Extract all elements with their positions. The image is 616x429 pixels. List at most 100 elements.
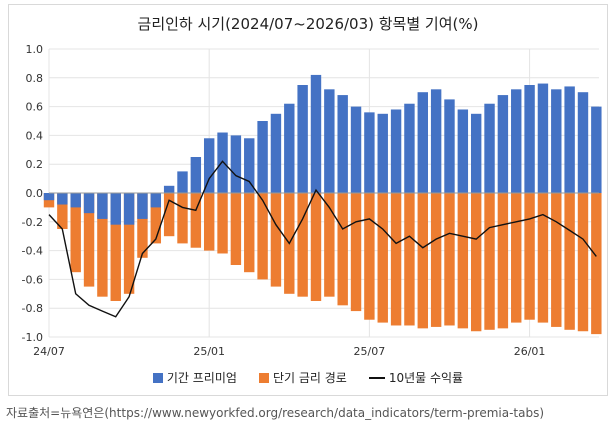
bar-short-rate-path: [390, 193, 402, 326]
bar-short-rate-path: [297, 193, 308, 297]
bar-short-rate-path: [524, 193, 535, 320]
bar-term-premium: [350, 106, 362, 193]
bar-short-rate-path: [217, 193, 228, 254]
bar-short-rate-path: [404, 193, 415, 326]
bar-term-premium: [70, 193, 81, 208]
bar-short-rate-path: [430, 193, 442, 327]
bar-short-rate-path: [163, 193, 175, 237]
bar-term-premium: [57, 193, 68, 205]
bar-short-rate-path: [511, 193, 522, 323]
legend-swatch-term-premium: [152, 372, 163, 383]
bar-short-rate-path: [57, 193, 68, 229]
source-note: 자료출처=뉴욕연은(https://www.newyorkfed.org/res…: [6, 406, 545, 420]
bar-short-rate-path: [203, 193, 215, 251]
bar-term-premium: [551, 89, 562, 193]
bar-short-rate-path: [551, 193, 562, 327]
bar-term-premium: [137, 193, 148, 219]
bar-short-rate-path: [337, 193, 348, 306]
bar-short-rate-path: [364, 193, 375, 320]
bar-term-premium: [190, 157, 202, 193]
bar-short-rate-path: [230, 193, 242, 265]
bar-short-rate-path: [470, 193, 482, 332]
bar-term-premium: [457, 109, 469, 193]
x-tick-label: 24/07: [33, 345, 65, 358]
bar-term-premium: [230, 135, 242, 193]
bar-short-rate-path: [150, 193, 162, 244]
chart-frame: 금리인하 시기(2024/07~2026/03) 항목별 기여(%) 1.0 0.…: [8, 4, 608, 396]
y-tick-label: 0.0: [26, 187, 44, 200]
bar-short-rate-path: [497, 193, 509, 329]
bar-term-premium: [177, 171, 188, 193]
bar-short-rate-path: [244, 193, 255, 273]
bar-short-rate-path: [137, 193, 148, 258]
bar-term-premium: [337, 95, 348, 193]
bar-term-premium: [217, 132, 228, 193]
bar-term-premium: [577, 92, 589, 193]
bar-term-premium: [310, 74, 322, 193]
bar-term-premium: [297, 85, 308, 193]
bar-short-rate-path: [444, 193, 455, 326]
legend-label-short-rate-path: 단기 금리 경로: [272, 371, 347, 385]
x-tick-label: 25/07: [354, 345, 386, 358]
y-tick-label: -0.2: [22, 216, 43, 229]
legend-label-term-premium: 기간 프리미엄: [166, 371, 237, 385]
x-tick-label: 26/01: [514, 345, 546, 358]
bar-term-premium: [163, 185, 175, 193]
bar-term-premium: [484, 103, 495, 193]
bar-term-premium: [284, 103, 295, 193]
bar-term-premium: [591, 106, 602, 193]
bar-short-rate-path: [417, 193, 428, 329]
bar-short-rate-path: [377, 193, 388, 323]
bar-term-premium: [564, 86, 575, 193]
bar-term-premium: [390, 109, 402, 193]
bar-short-rate-path: [564, 193, 575, 330]
chart-title: 금리인하 시기(2024/07~2026/03) 항목별 기여(%): [137, 15, 479, 33]
bar-term-premium: [257, 121, 268, 193]
bar-short-rate-path: [70, 193, 81, 273]
chart-legend: 기간 프리미엄 단기 금리 경로 10년물 수익률: [9, 369, 607, 386]
y-tick-label: -1.0: [22, 331, 43, 344]
bar-short-rate-path: [350, 193, 362, 312]
x-tick-label: 25/01: [193, 345, 225, 358]
bar-term-premium: [404, 103, 415, 193]
y-tick-label: 0.8: [26, 72, 44, 85]
legend-swatch-yield-10y: [368, 376, 385, 379]
bar-term-premium: [97, 193, 108, 219]
bar-term-premium: [417, 92, 428, 193]
chart-svg: 1.0 0.8 0.6 0.4 0.2 0.0 -0.2 -0.4 -0.6 -0.8 -1.024…: [22, 43, 602, 358]
y-tick-label: 0.4: [26, 129, 44, 142]
legend-item-term-premium: 기간 프리미엄: [152, 369, 237, 386]
bar-short-rate-path: [577, 193, 589, 332]
bar-short-rate-path: [190, 193, 202, 248]
bar-short-rate-path: [591, 193, 602, 335]
bar-short-rate-path: [270, 193, 282, 287]
legend-swatch-short-rate-path: [258, 372, 269, 383]
bar-term-premium: [430, 89, 442, 193]
bar-term-premium: [43, 193, 55, 201]
bar-term-premium: [270, 113, 282, 193]
bar-term-premium: [203, 138, 215, 193]
y-tick-label: 0.2: [26, 158, 44, 171]
bar-term-premium: [150, 193, 162, 208]
bar-short-rate-path: [97, 193, 108, 297]
y-tick-label: -0.8: [22, 302, 43, 315]
bar-term-premium: [83, 193, 95, 214]
y-tick-label: 1.0: [26, 43, 44, 56]
bar-short-rate-path: [310, 193, 322, 301]
bar-short-rate-path: [177, 193, 188, 244]
bar-term-premium: [377, 113, 388, 193]
bar-term-premium: [244, 138, 255, 193]
line-yield-10y: [48, 160, 597, 318]
bar-short-rate-path: [83, 193, 95, 287]
bar-short-rate-path: [324, 193, 335, 297]
bar-short-rate-path: [110, 193, 121, 301]
legend-label-yield-10y: 10년물 수익률: [388, 371, 464, 385]
bar-short-rate-path: [484, 193, 495, 330]
bar-short-rate-path: [537, 193, 549, 323]
bar-term-premium: [110, 193, 121, 225]
bar-short-rate-path: [257, 193, 268, 280]
bar-short-rate-path: [123, 193, 135, 294]
bar-short-rate-path: [457, 193, 469, 329]
bar-term-premium: [497, 95, 509, 193]
legend-item-short-rate-path: 단기 금리 경로: [258, 369, 347, 386]
